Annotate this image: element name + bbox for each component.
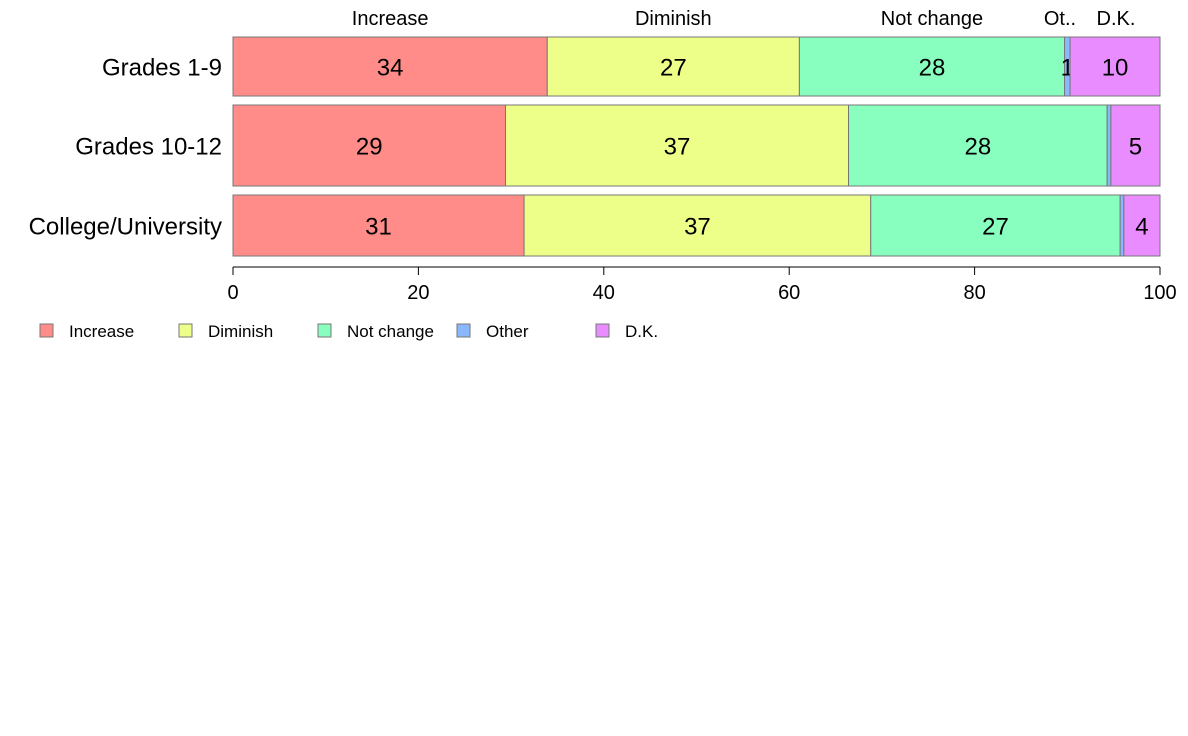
data-label: 28	[919, 55, 946, 82]
data-label: 10	[1102, 55, 1129, 82]
series-top-label: Not change	[881, 8, 983, 30]
bar-segment	[1106, 104, 1112, 187]
bar-segment	[1119, 194, 1125, 257]
x-tick-label: 60	[778, 282, 800, 304]
legend-swatch	[595, 323, 610, 338]
legend-label: Not change	[347, 322, 434, 341]
x-tick-label: 0	[227, 282, 238, 304]
bar-segment	[870, 194, 1121, 257]
series-top-label: D.K.	[1097, 8, 1136, 30]
bar-segment	[232, 104, 507, 187]
bar-segment	[1069, 36, 1161, 97]
bar-segment	[1123, 194, 1161, 257]
bar-segment	[546, 36, 800, 97]
bar-segment	[848, 104, 1108, 187]
legend-label: Other	[486, 322, 529, 341]
data-label: 37	[684, 214, 711, 241]
category-label: College/University	[29, 214, 222, 241]
data-label: 27	[660, 55, 687, 82]
bar-segment	[232, 36, 548, 97]
bar-segment	[232, 194, 525, 257]
category-label: Grades 10-12	[75, 134, 222, 161]
bar-segment	[1110, 104, 1161, 187]
legend-label: D.K.	[625, 322, 658, 341]
legend-swatch	[317, 323, 332, 338]
bar-segment	[798, 36, 1066, 97]
series-top-label: Diminish	[635, 8, 712, 30]
series-top-label: Ot..	[1044, 8, 1076, 30]
bar-segment	[505, 104, 850, 187]
x-tick-label: 40	[593, 282, 615, 304]
legend-swatch	[39, 323, 54, 338]
bar-segment	[523, 194, 872, 257]
data-label: 37	[664, 134, 691, 161]
data-label: 29	[356, 134, 383, 161]
data-label: 31	[365, 214, 392, 241]
legend-swatch	[178, 323, 193, 338]
legend-swatch	[456, 323, 471, 338]
series-top-label: Increase	[352, 8, 429, 30]
data-label: 4	[1135, 214, 1148, 241]
data-label: 5	[1129, 134, 1142, 161]
category-label: Grades 1-9	[102, 55, 222, 82]
data-label: 28	[964, 134, 991, 161]
x-tick-label: 80	[963, 282, 985, 304]
data-label: 34	[377, 55, 404, 82]
x-tick-label: 100	[1143, 282, 1176, 304]
data-label: 27	[982, 214, 1009, 241]
legend-label: Increase	[69, 322, 134, 341]
legend-label: Diminish	[208, 322, 273, 341]
x-tick-label: 20	[407, 282, 429, 304]
